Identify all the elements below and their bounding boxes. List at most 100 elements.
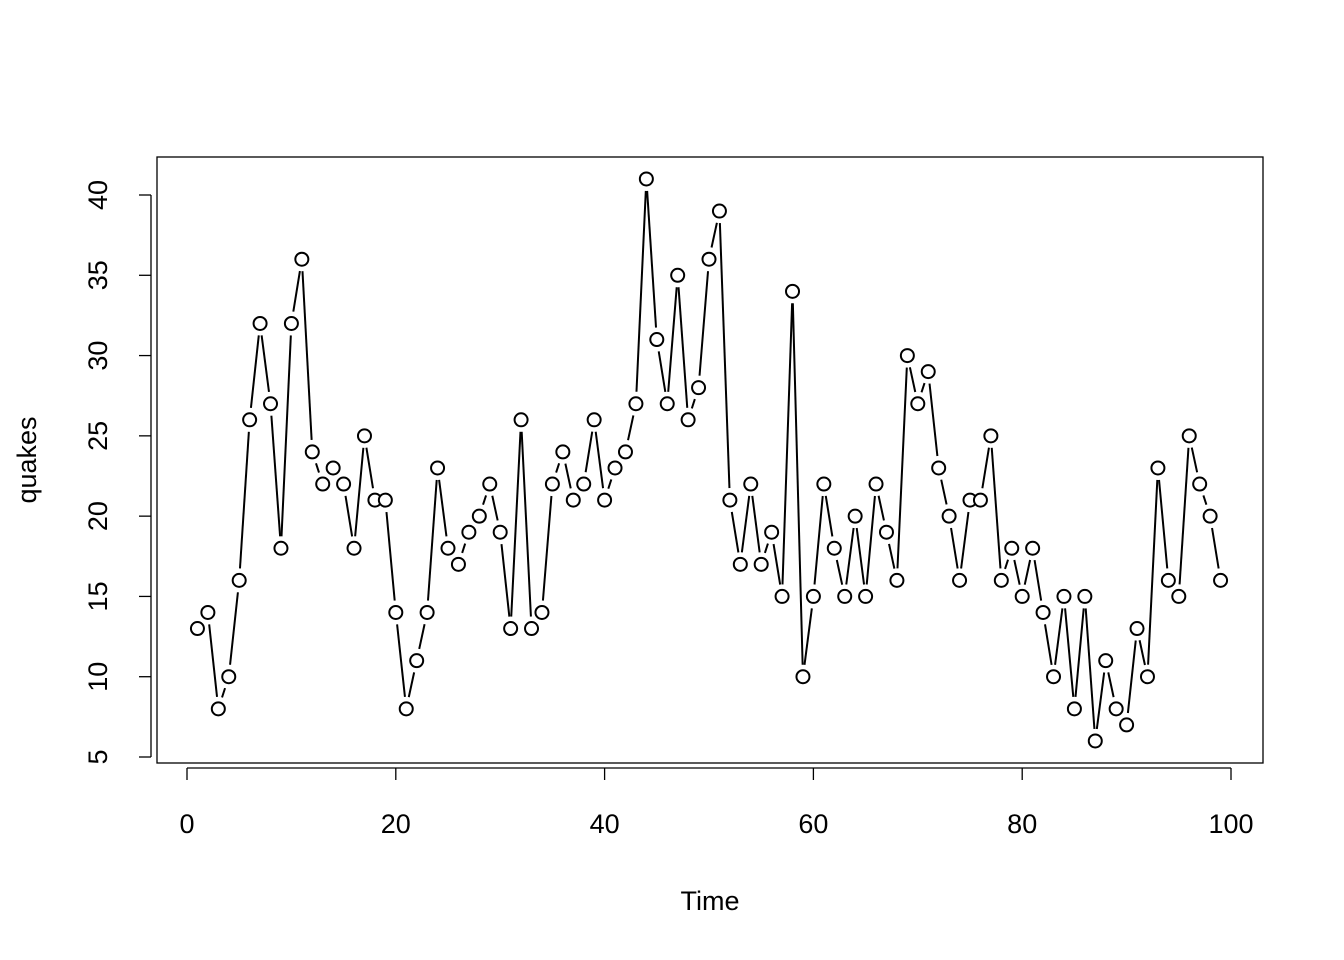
data-point — [398, 701, 414, 717]
series-segment — [835, 559, 844, 585]
data-point — [534, 604, 550, 620]
series-segment — [1004, 559, 1010, 570]
y-tick-label: 25 — [83, 421, 113, 451]
series-segment — [1074, 608, 1085, 697]
data-point — [1004, 540, 1020, 556]
data-point — [1119, 717, 1135, 733]
x-tick-label: 0 — [179, 809, 194, 839]
y-tick-label: 40 — [83, 180, 113, 210]
data-point — [450, 556, 466, 572]
series-segment — [365, 447, 374, 489]
series-segment — [950, 527, 959, 569]
data-point — [701, 251, 717, 267]
data-point — [388, 604, 404, 620]
series-segment — [491, 495, 499, 521]
series-segment — [418, 624, 426, 650]
series-segment — [865, 495, 876, 585]
data-point — [597, 492, 613, 508]
series-segment — [1107, 672, 1115, 698]
series-segment — [1084, 608, 1096, 730]
series-segment — [1033, 559, 1043, 601]
series-segment — [520, 431, 532, 617]
data-point — [607, 460, 623, 476]
series-segment — [555, 463, 561, 473]
y-tick-label: 5 — [83, 749, 113, 764]
series-segment — [385, 511, 396, 601]
data-point — [565, 492, 581, 508]
series-segment — [541, 495, 553, 601]
series-segment — [270, 415, 282, 537]
series-segment — [888, 543, 896, 569]
series-segment — [1202, 495, 1208, 506]
series-segment — [824, 495, 834, 537]
series-segment — [920, 382, 926, 393]
data-point — [492, 524, 508, 540]
series-quakes — [189, 171, 1229, 749]
data-point — [816, 476, 832, 492]
y-tick-label: 10 — [83, 662, 113, 692]
data-point — [294, 251, 310, 267]
data-point — [972, 492, 988, 508]
data-point — [471, 508, 487, 524]
data-point — [858, 588, 874, 604]
series-segment — [249, 335, 260, 408]
series-segment — [1064, 608, 1075, 697]
data-point — [1035, 604, 1051, 620]
series-segment — [940, 479, 948, 505]
data-point — [1108, 701, 1124, 717]
series-segment — [1211, 527, 1220, 569]
data-point — [503, 621, 519, 637]
data-point — [1077, 588, 1093, 604]
series-segment — [584, 431, 594, 473]
series-segment — [690, 398, 696, 409]
y-tick-label: 20 — [83, 501, 113, 531]
x-tick-label: 20 — [381, 809, 411, 839]
x-tick-label: 100 — [1208, 809, 1253, 839]
data-point — [983, 428, 999, 444]
data-point — [764, 524, 780, 540]
data-point — [513, 412, 529, 428]
series-segment — [657, 351, 667, 393]
series-segment — [677, 287, 689, 408]
data-point — [691, 380, 707, 396]
data-point — [889, 572, 905, 588]
data-point — [753, 556, 769, 572]
y-tick-label: 30 — [83, 341, 113, 371]
data-point — [544, 476, 560, 492]
series-segment — [564, 463, 572, 489]
series-segment — [396, 624, 406, 698]
data-point — [200, 604, 216, 620]
data-point — [826, 540, 842, 556]
series-segment — [229, 592, 239, 665]
series-segment — [280, 335, 292, 537]
data-point — [1087, 733, 1103, 749]
series-segment — [260, 335, 270, 392]
data-point — [440, 540, 456, 556]
series-segment — [407, 672, 416, 698]
series-segment — [344, 495, 354, 537]
series-segment — [627, 415, 635, 441]
series-segment — [438, 479, 448, 537]
series-segment — [221, 687, 227, 698]
data-point — [805, 588, 821, 604]
series-segment — [960, 511, 970, 569]
y-tick-label: 35 — [83, 260, 113, 290]
data-point — [210, 701, 226, 717]
data-point — [576, 476, 592, 492]
data-point — [1098, 653, 1114, 669]
data-point — [659, 396, 675, 412]
data-point — [409, 653, 425, 669]
data-point — [325, 460, 341, 476]
series-segment — [710, 222, 718, 248]
series-segment — [698, 271, 710, 376]
series-segment — [791, 303, 804, 665]
data-point — [524, 621, 540, 637]
series-segment — [908, 367, 917, 393]
data-point — [1160, 572, 1176, 588]
series-segment — [1095, 672, 1106, 730]
series-segment — [730, 511, 740, 553]
series-segment — [813, 495, 824, 585]
data-point — [1129, 621, 1145, 637]
series-segment — [981, 447, 990, 489]
